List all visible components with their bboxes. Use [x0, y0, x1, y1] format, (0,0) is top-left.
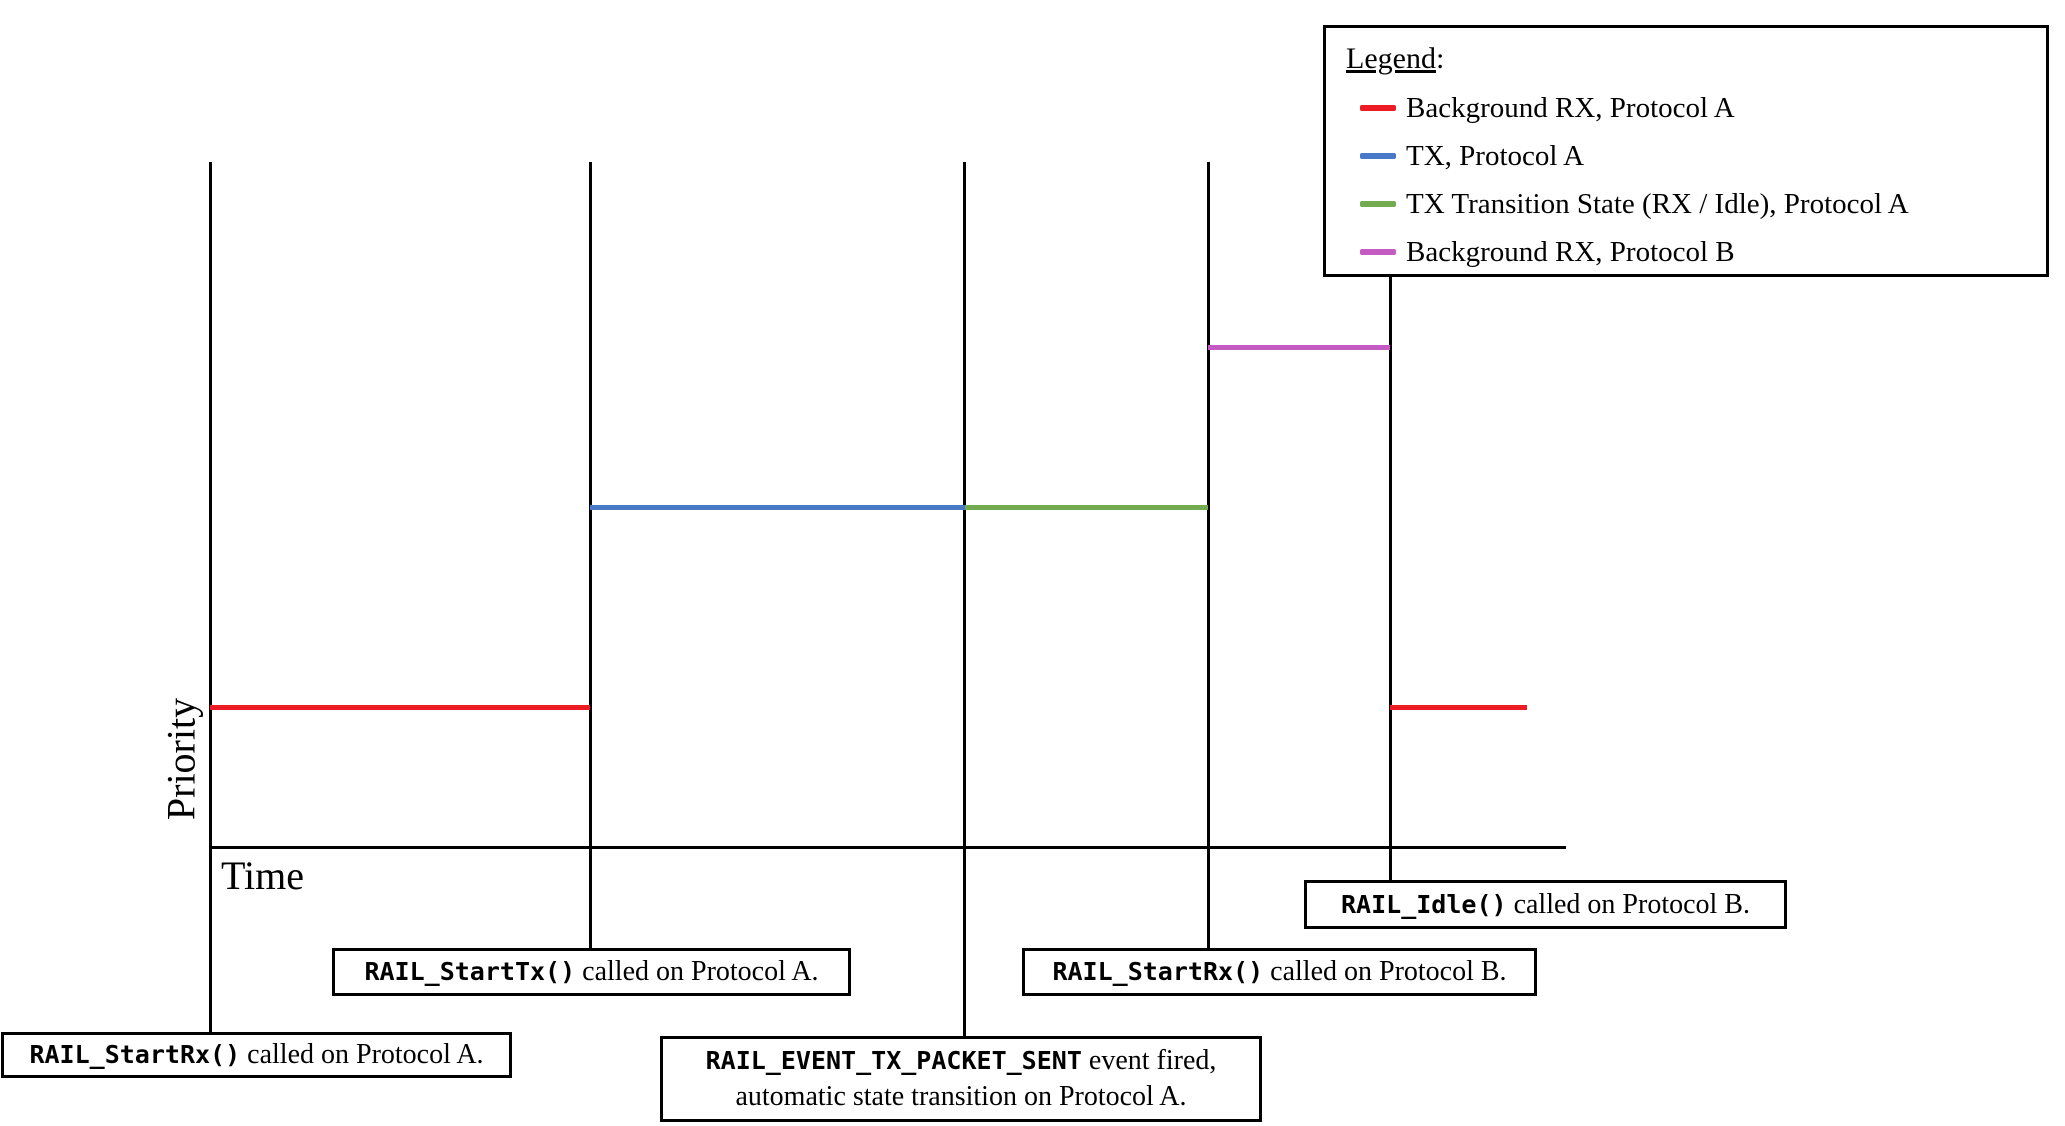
- time-axis-line: [210, 846, 1566, 849]
- annotation-text: RAIL_StartRx() called on Protocol A.: [29, 1039, 483, 1071]
- legend-swatch-magenta-icon: [1360, 249, 1396, 255]
- legend-item-label: Background RX, Protocol A: [1406, 91, 1735, 124]
- legend-item-tx-a: TX, Protocol A: [1360, 138, 2046, 174]
- segment-tx-a: [590, 505, 965, 510]
- annotation-starttx-a: RAIL_StartTx() called on Protocol A.: [332, 948, 851, 996]
- segment-tx-transition-a: [965, 505, 1208, 510]
- event-line-packet-sent: [963, 162, 966, 1036]
- annotation-text-line1: RAIL_EVENT_TX_PACKET_SENT event fired,: [706, 1043, 1217, 1079]
- annotation-rest: called on Protocol A.: [575, 956, 819, 987]
- event-line-starttx-a: [589, 162, 592, 948]
- annotation-idle-b: RAIL_Idle() called on Protocol B.: [1304, 880, 1787, 929]
- legend-item-label: Background RX, Protocol B: [1406, 235, 1735, 268]
- annotation-text-line2: automatic state transition on Protocol A…: [735, 1081, 1187, 1112]
- legend-item-background-rx-a: Background RX, Protocol A: [1360, 90, 2046, 126]
- legend-swatch-green-icon: [1360, 201, 1396, 207]
- annotation-startrx-b: RAIL_StartRx() called on Protocol B.: [1022, 948, 1537, 996]
- annotation-packet-sent: RAIL_EVENT_TX_PACKET_SENT event fired, a…: [660, 1036, 1262, 1122]
- x-axis-label: Time: [221, 853, 305, 898]
- event-line-startrx-a: [209, 162, 212, 1032]
- legend-title: Legend:: [1346, 40, 2046, 78]
- legend-box: Legend: Background RX, Protocol A TX, Pr…: [1323, 25, 2049, 277]
- y-axis-label: Priority: [158, 697, 204, 821]
- event-line-startrx-b: [1207, 162, 1210, 948]
- annotation-text: RAIL_Idle() called on Protocol B.: [1341, 889, 1750, 921]
- legend-item-label: TX Transition State (RX / Idle), Protoco…: [1406, 187, 1909, 220]
- segment-background-rx-a-2: [1390, 705, 1527, 710]
- legend-item-label: TX, Protocol A: [1406, 139, 1585, 172]
- legend-item-tx-transition-a: TX Transition State (RX / Idle), Protoco…: [1360, 186, 2046, 222]
- annotation-rest: called on Protocol B.: [1506, 888, 1750, 920]
- annotation-code: RAIL_StartRx(): [1052, 957, 1264, 986]
- annotation-rest: called on Protocol A.: [240, 1039, 484, 1070]
- annotation-code: RAIL_Idle(): [1341, 889, 1507, 919]
- legend-title-text: Legend: [1346, 42, 1436, 75]
- annotation-rest: called on Protocol B.: [1263, 956, 1507, 987]
- annotation-rest: event fired,: [1081, 1045, 1217, 1076]
- annotation-code: RAIL_EVENT_TX_PACKET_SENT: [705, 1046, 1082, 1075]
- annotation-text: RAIL_StartTx() called on Protocol A.: [364, 956, 818, 988]
- segment-background-rx-b: [1208, 345, 1390, 350]
- annotation-code: RAIL_StartRx(): [29, 1040, 241, 1069]
- legend-title-colon: :: [1435, 42, 1445, 75]
- event-line-idle-b: [1389, 277, 1392, 880]
- legend-item-background-rx-b: Background RX, Protocol B: [1360, 234, 2046, 270]
- segment-background-rx-a-1: [210, 705, 590, 710]
- legend-swatch-red-icon: [1360, 105, 1396, 111]
- legend-swatch-blue-icon: [1360, 153, 1396, 159]
- annotation-startrx-a: RAIL_StartRx() called on Protocol A.: [1, 1032, 512, 1078]
- annotation-code: RAIL_StartTx(): [364, 957, 576, 986]
- annotation-text: RAIL_StartRx() called on Protocol B.: [1052, 956, 1506, 988]
